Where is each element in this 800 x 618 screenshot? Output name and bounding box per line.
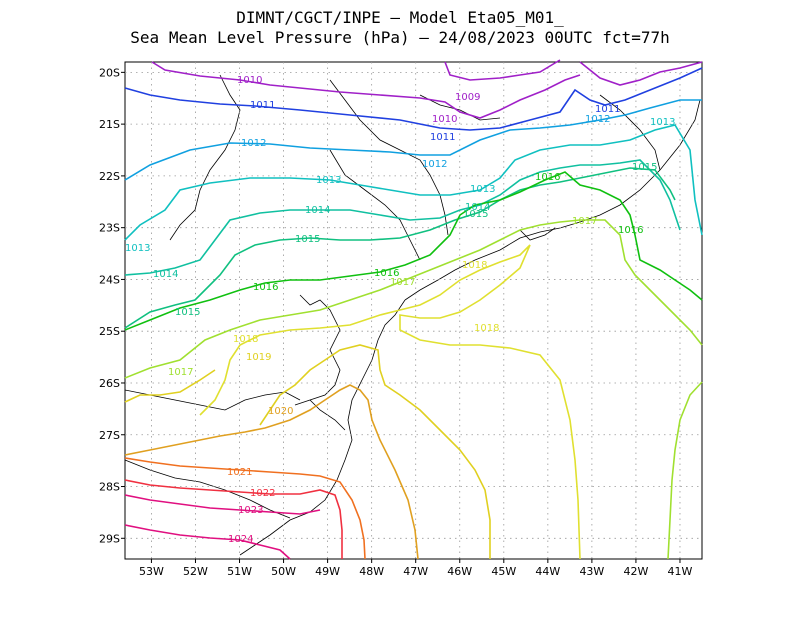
isobar-label-1017: 1017 (390, 277, 415, 288)
isobar-label-1022: 1022 (250, 488, 275, 499)
isobar-label-1013: 1013 (470, 184, 495, 195)
isobar-1014 (124, 159, 681, 276)
isobar-label-1012: 1012 (585, 114, 610, 125)
isobar-label-1018: 1018 (233, 334, 258, 345)
lat-tick-label: 24S (99, 273, 120, 286)
lat-lon-grid (125, 62, 702, 559)
lon-tick-label: 52W (183, 565, 208, 578)
isobar-label-1020: 1020 (268, 406, 293, 417)
isobar-label-1014: 1014 (465, 202, 490, 213)
isobar-label-1010: 1010 (237, 75, 262, 86)
isobar-label-1011: 1011 (250, 100, 275, 111)
isobar-label-1014: 1014 (153, 269, 178, 280)
isobar-1013 (124, 124, 703, 241)
isobar-1019 (259, 344, 491, 559)
isobar-1020 (124, 384, 419, 560)
lon-tick-label: 47W (403, 565, 428, 578)
map-title-line-1: DIMNT/CGCT/INPE – Model Eta05_M01_ (236, 8, 564, 27)
isobar-1021 (124, 457, 366, 560)
isobar-1019b (124, 369, 216, 403)
isobar-label-1016: 1016 (535, 172, 560, 183)
lon-tick-label: 43W (579, 565, 604, 578)
isobar-label-1012: 1012 (241, 138, 266, 149)
lon-tick-label: 48W (359, 565, 384, 578)
isobar-1010 (151, 61, 581, 119)
isobar-1023 (124, 494, 321, 515)
isobar-1009b (579, 61, 703, 86)
lon-tick-label: 51W (227, 565, 252, 578)
coastline-and-borders (124, 74, 701, 556)
lon-tick-label: 53W (139, 565, 164, 578)
isobar-1016 (124, 171, 703, 331)
isobar-label-1024: 1024 (228, 534, 253, 545)
isobar-label-1014: 1014 (305, 205, 330, 216)
lon-tick-label: 49W (315, 565, 340, 578)
map-title-line-2: Sea Mean Level Pressure (hPa) – 24/08/20… (130, 28, 670, 47)
lon-tick-label: 42W (623, 565, 648, 578)
lon-tick-label: 44W (535, 565, 560, 578)
isobar-label-1015: 1015 (463, 209, 488, 220)
isobar-1017b (667, 381, 703, 560)
isobar-label-1019: 1019 (246, 352, 271, 363)
isobar-1009 (444, 59, 561, 81)
isobar-label-1012: 1012 (422, 159, 447, 170)
isobar-label-1023: 1023 (238, 505, 263, 516)
isobar-label-1011: 1011 (430, 132, 455, 143)
plot-frame (124, 61, 703, 560)
isobar-label-1013: 1013 (650, 117, 675, 128)
isobar-label-1010: 1010 (432, 114, 457, 125)
lat-tick-label: 22S (99, 170, 120, 183)
isobar-1012 (124, 99, 702, 181)
isobar-label-1009: 1009 (455, 92, 480, 103)
lat-tick-label: 23S (99, 222, 120, 235)
lat-tick-label: 25S (99, 325, 120, 338)
lon-tick-label: 41W (668, 565, 693, 578)
isobar-label-1015: 1015 (175, 307, 200, 318)
isobar-label-1016: 1016 (253, 282, 278, 293)
lon-tick-label: 45W (491, 565, 516, 578)
isobar-label-1017: 1017 (572, 216, 597, 227)
isobar-labels: 1009 1010 1010 1011 1011 1011 1012 1012 … (125, 75, 675, 545)
isobar-label-1017: 1017 (168, 367, 193, 378)
isobar-label-1013: 1013 (316, 175, 341, 186)
isobar-label-1016: 1016 (374, 268, 399, 279)
longitude-axis: 53W 52W 51W 50W 49W 48W 47W 46W 45W 44W 43W 42W 41W (139, 559, 693, 578)
isobars (124, 59, 703, 560)
isobar-1015 (124, 167, 676, 329)
lon-tick-label: 46W (447, 565, 472, 578)
isobar-1011 (124, 67, 703, 131)
isobar-label-1016: 1016 (618, 225, 643, 236)
lat-tick-label: 28S (99, 481, 120, 494)
latitude-axis: 20S 21S 22S 23S 24S 25S 26S 27S 28S 29S (99, 66, 125, 545)
isobar-label-1015: 1015 (295, 234, 320, 245)
isobar-label-1015: 1015 (632, 162, 657, 173)
isobar-label-1021: 1021 (227, 467, 252, 478)
isobar-label-1011: 1011 (595, 104, 620, 115)
lon-tick-label: 50W (271, 565, 296, 578)
isobar-1024 (124, 524, 291, 560)
isobar-label-1013: 1013 (125, 243, 150, 254)
lat-tick-label: 20S (99, 66, 120, 79)
lat-tick-label: 29S (99, 532, 120, 545)
isobar-1022 (124, 479, 343, 559)
isobar-label-1018: 1018 (462, 260, 487, 271)
isobar-label-1018: 1018 (474, 323, 499, 334)
isobar-1018 (199, 244, 581, 560)
lat-tick-label: 26S (99, 377, 120, 390)
lat-tick-label: 21S (99, 118, 120, 131)
isobar-1017 (124, 219, 703, 379)
lat-tick-label: 27S (99, 429, 120, 442)
